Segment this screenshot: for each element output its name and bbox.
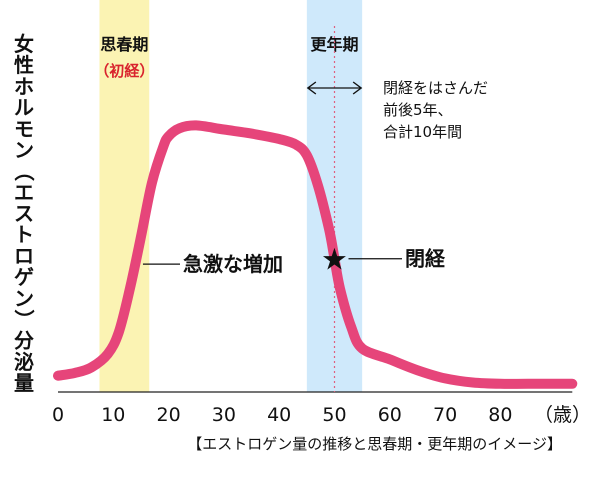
y-axis-label-char: 量 [14,371,34,395]
x-tick-label: 80 [488,404,512,426]
y-axis-label-char: ス [14,202,34,226]
band-subtitle-0: （初経） [94,62,154,80]
x-tick-label: 50 [322,404,346,426]
y-axis-label-char: ト [14,223,34,247]
band-title-0: 思春期 [100,35,148,54]
menopause-star-marker: ★ [321,243,348,278]
x-tick-label: 70 [433,404,457,426]
y-axis-label-char: ホ [14,74,34,98]
y-axis-label-char: ロ [14,244,34,268]
chart-caption: 【エストロゲン量の推移と思春期・更年期のイメージ】 [187,435,562,453]
span-arrow-left-head [306,81,317,95]
y-axis-label-char: モ [14,117,34,141]
x-axis-unit: （歳） [534,404,591,426]
bands-layer: 思春期 （初経） 更年期 [94,0,363,392]
x-tick-label: 30 [212,404,236,426]
band-0 [99,0,150,392]
y-axis-label-char: 分 [14,329,34,353]
x-tick-label: 10 [101,404,125,426]
x-tick-label: 0 [52,404,64,426]
y-axis-label-char: ン [14,286,34,310]
x-tick-label: 20 [157,404,181,426]
x-tick-labels: 0 10 20 30 40 50 60 70 80 [52,404,513,426]
x-tick-label: 40 [267,404,291,426]
span-arrow-right-head [352,81,363,95]
span-note-line: 閉経をはさんだ [383,79,488,97]
y-axis-label-char: エ [14,180,34,204]
y-axis-label-char: （ [12,161,36,181]
y-axis-label-char: 性 [14,53,34,77]
y-axis-label-char: 泌 [14,350,34,374]
span-note-line: 前後5年、 [383,101,453,119]
y-axis-label-char: 女 [14,32,34,56]
y-axis-label-char: ン [14,138,34,162]
y-axis-label-char: ル [14,96,34,120]
x-tick-label: 60 [378,404,402,426]
band-title-1: 更年期 [310,35,358,54]
y-axis-label-char: ゲ [14,265,34,289]
y-axis-label-char: ） [12,309,36,329]
series-layer [53,120,578,389]
span-note-line: 合計10年間 [383,123,462,141]
estrogen-curve-0 [53,120,578,389]
increase-annotation: 急激な増加 [183,252,283,276]
menopause-label: 閉経 [405,247,446,271]
